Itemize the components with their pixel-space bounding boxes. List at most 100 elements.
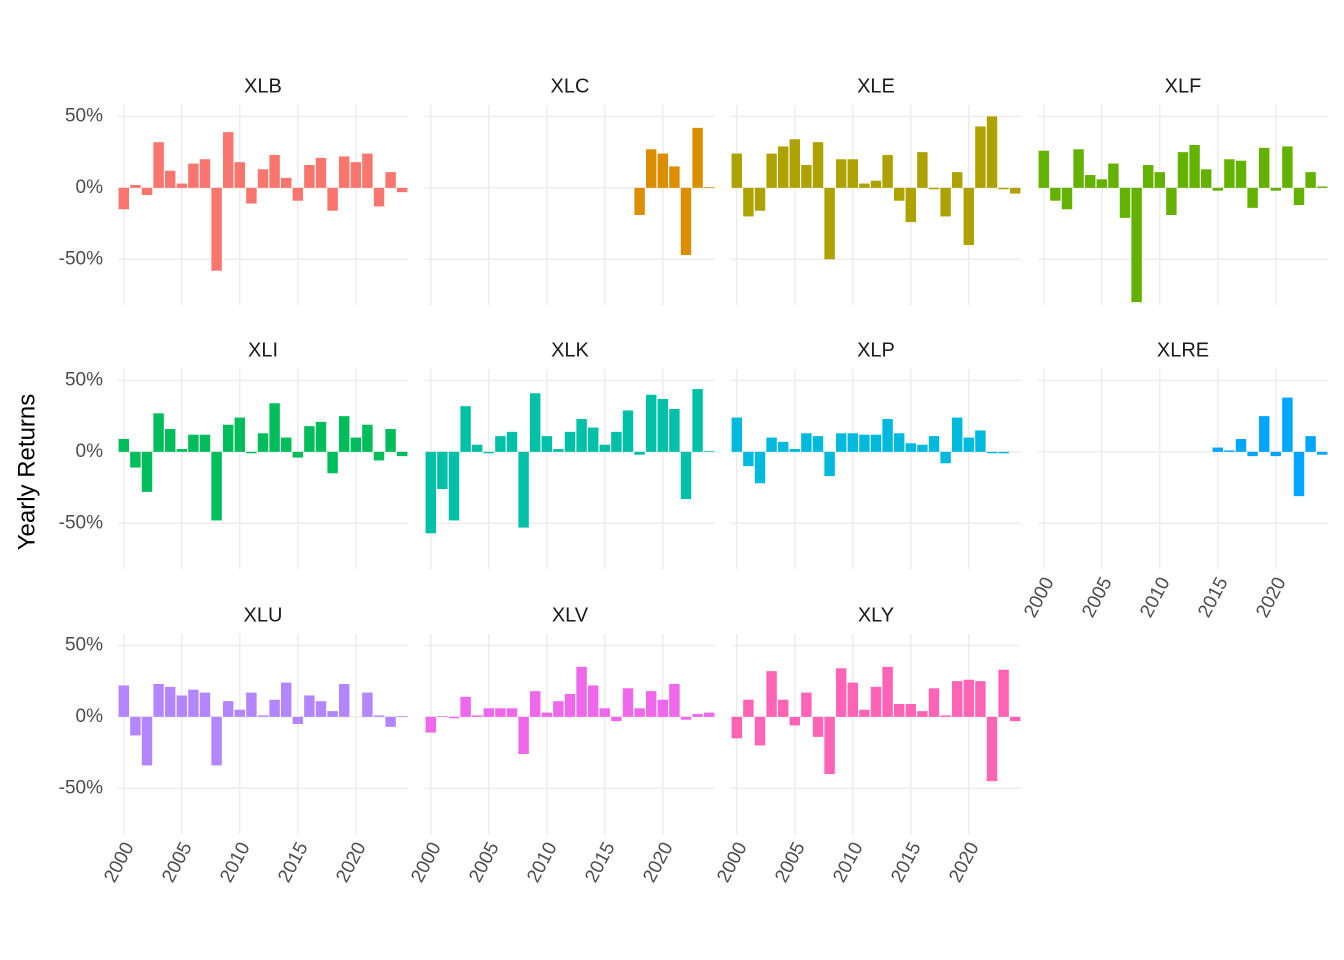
bar [1189, 145, 1200, 188]
bar [518, 716, 529, 754]
bar [1009, 187, 1021, 194]
x-tick-label: 2015 [887, 839, 925, 886]
bar [1131, 187, 1142, 303]
bar [280, 682, 292, 717]
bar [118, 439, 130, 452]
bar [437, 451, 448, 489]
bar [1270, 451, 1282, 457]
bar [824, 451, 835, 477]
bar [327, 711, 338, 717]
x-tick-label: 2000 [407, 839, 445, 886]
facet-title: XLB [244, 75, 282, 97]
bar [789, 449, 801, 452]
bar [164, 170, 176, 188]
bar [986, 716, 998, 782]
y-tick-label: 50% [65, 634, 103, 655]
bar [292, 187, 304, 201]
bar [859, 709, 870, 717]
bar [338, 684, 350, 717]
bar [280, 437, 292, 452]
bar [553, 449, 564, 452]
bar [870, 686, 882, 717]
bar [199, 692, 211, 717]
bar [645, 691, 657, 717]
bar [917, 711, 928, 717]
bar [812, 142, 824, 188]
bar [211, 187, 222, 271]
bar [176, 695, 188, 717]
bar [777, 146, 789, 188]
bar [731, 716, 743, 739]
x-tick-label: 2020 [1252, 574, 1290, 621]
bar [645, 394, 657, 452]
bar [176, 449, 188, 452]
bar [754, 187, 766, 211]
bar [917, 444, 928, 452]
bar [1154, 172, 1166, 188]
bar [940, 715, 951, 717]
bar [385, 172, 396, 188]
bar [553, 701, 564, 717]
bar [680, 451, 692, 499]
bar [1305, 436, 1316, 452]
bar [587, 427, 599, 452]
bar [292, 716, 304, 724]
bar [373, 451, 385, 461]
bar [847, 159, 859, 188]
bar [703, 712, 715, 717]
bar [587, 685, 599, 717]
bar [1119, 187, 1131, 218]
bar [1212, 187, 1224, 191]
bar [448, 716, 460, 719]
bar [460, 406, 471, 452]
facet-title: XLI [248, 339, 278, 361]
y-tick-label: -50% [59, 777, 103, 798]
bar [634, 187, 645, 215]
bar [495, 708, 506, 717]
x-tick-label: 2010 [216, 839, 254, 886]
x-tick-label: 2015 [1194, 574, 1232, 621]
bar [998, 187, 1009, 190]
facet-title: XLP [857, 339, 895, 361]
bar [257, 169, 269, 188]
facet-title: XLY [858, 604, 894, 626]
bar [870, 180, 882, 188]
bar [211, 716, 222, 766]
bar [893, 187, 905, 201]
bar [801, 433, 812, 452]
bar [385, 429, 396, 452]
facet-title: XLRE [1157, 339, 1209, 361]
bar [222, 424, 234, 452]
bar [118, 187, 130, 210]
bar [951, 681, 963, 717]
bar [350, 162, 362, 188]
bar [599, 444, 611, 452]
bar [350, 437, 362, 452]
bar [437, 716, 448, 717]
bar [766, 671, 777, 717]
bar [246, 692, 257, 717]
bar [338, 156, 350, 188]
bar [211, 451, 222, 521]
facet-title: XLU [244, 604, 283, 626]
bar [975, 430, 986, 452]
bar [141, 187, 153, 195]
bar [564, 431, 576, 452]
bar [917, 152, 928, 188]
bar [1258, 416, 1270, 452]
bar [425, 716, 437, 733]
bar [460, 696, 471, 717]
bar [975, 681, 986, 717]
bar [692, 127, 703, 188]
bar [315, 157, 327, 188]
bar [1177, 152, 1189, 188]
bar [176, 183, 188, 188]
bar [801, 165, 812, 188]
bar [754, 716, 766, 746]
bar [222, 132, 234, 188]
y-tick-label: 0% [76, 177, 104, 198]
bar [396, 187, 408, 193]
bar [940, 187, 951, 217]
bar [1316, 186, 1328, 188]
